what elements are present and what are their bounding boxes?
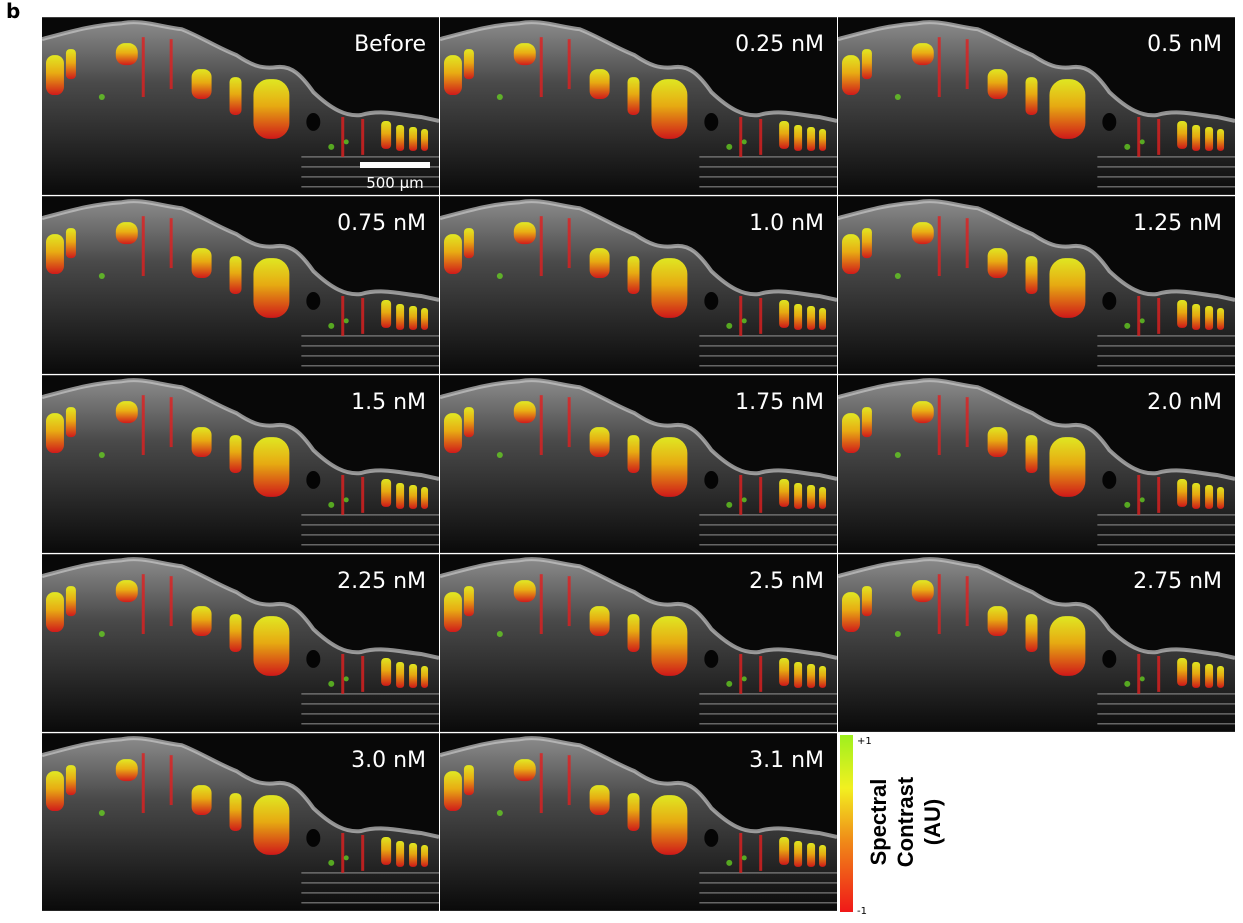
panel-label: 2.0 nM — [1147, 390, 1222, 415]
figure: b Before 0.25 nM 0.5 nM 0.75 nM 1.0 nM 1.25 n… — [0, 0, 1243, 919]
scale-bar — [360, 162, 430, 168]
colorbar — [840, 735, 853, 912]
colorbar-title-line: (AU) — [920, 799, 945, 845]
panel-label: Before — [354, 32, 426, 57]
colorbar-title-line: Spectral — [866, 779, 891, 866]
panel-label: 0.5 nM — [1147, 32, 1222, 57]
panel-label: 0.75 nM — [337, 211, 426, 236]
panel-label: 2.25 nM — [337, 569, 426, 594]
panel-label: 1.0 nM — [749, 211, 824, 236]
panel-label: 2.5 nM — [749, 569, 824, 594]
colorbar-title-line: Contrast — [893, 776, 918, 867]
colorbar-min: -1 — [857, 906, 867, 917]
panel-label: 3.0 nM — [351, 748, 426, 773]
colorbar-max: +1 — [857, 736, 872, 747]
panel-letter: b — [6, 0, 20, 23]
panel-label: 3.1 nM — [749, 748, 824, 773]
panel-label: 2.75 nM — [1133, 569, 1222, 594]
panel-label: 1.5 nM — [351, 390, 426, 415]
panel-label: 1.75 nM — [735, 390, 824, 415]
panel-grid: Before 0.25 nM 0.5 nM 0.75 nM 1.0 nM 1.25 nM 1… — [42, 17, 1235, 911]
panel-label: 0.25 nM — [735, 32, 824, 57]
panel-label: 1.25 nM — [1133, 211, 1222, 236]
scale-bar-label: 500 µm — [366, 174, 424, 192]
